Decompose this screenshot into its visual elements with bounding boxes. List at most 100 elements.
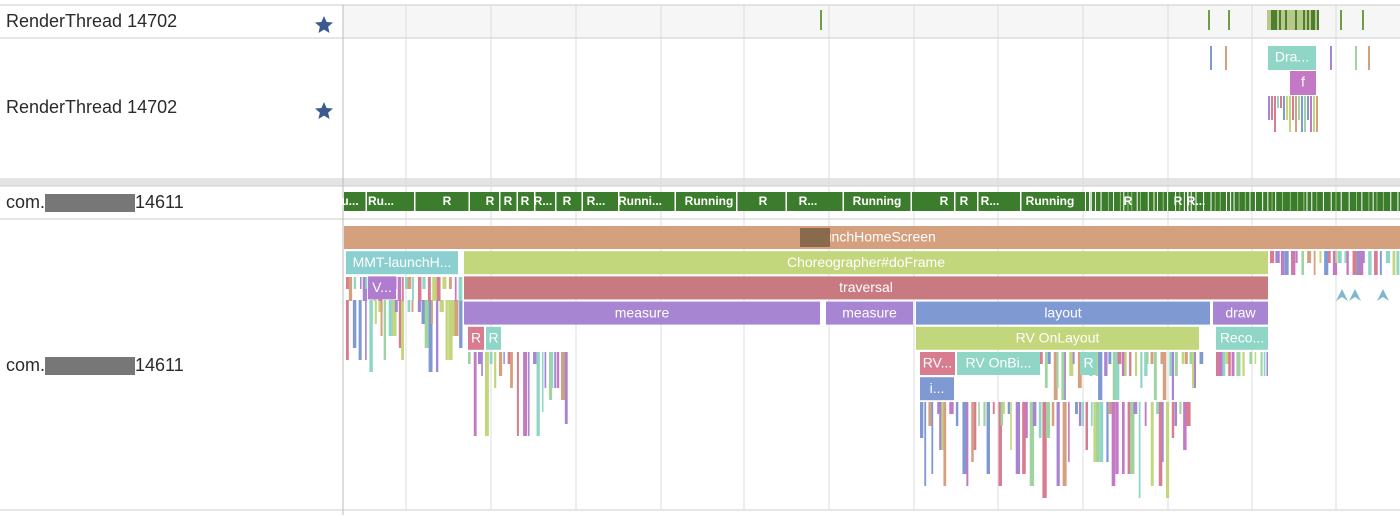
thin-slice: [1002, 402, 1005, 414]
thin-slice: [1310, 96, 1312, 132]
thin-slice: [561, 352, 566, 400]
thin-slice: [1133, 402, 1138, 414]
thin-slice: [1061, 352, 1065, 400]
thin-slice: [451, 300, 456, 336]
state-tick: [1195, 192, 1197, 211]
state-gap: [910, 192, 912, 211]
thin-slice: [365, 300, 367, 360]
state-gap: [1089, 192, 1091, 211]
thin-slice: [1042, 402, 1047, 498]
thread-state: R: [486, 194, 495, 208]
thin-slice: [431, 300, 433, 324]
state-tick: [1306, 192, 1308, 211]
thin-slice: [1082, 402, 1085, 426]
thin-slice: [1047, 352, 1051, 364]
state-tick: [1090, 192, 1092, 211]
state-gap: [365, 192, 367, 211]
state-tick: [1283, 10, 1285, 30]
state-tick: [1303, 192, 1305, 211]
state-gap: [516, 192, 518, 211]
flow-arrow: [1349, 289, 1361, 301]
thin-slice: [484, 352, 489, 436]
slice: [346, 251, 458, 275]
thin-slice: [1242, 352, 1245, 376]
state-tick: [1362, 10, 1364, 30]
thin-slice: [1062, 402, 1067, 486]
thin-slice: [421, 300, 426, 324]
thin-slice: [1307, 96, 1309, 120]
state-tick: [1262, 192, 1264, 211]
thin-slice: [1374, 251, 1378, 275]
state-tick: [1123, 192, 1125, 211]
slice-label: i...: [930, 380, 945, 396]
state-gap: [618, 192, 620, 211]
slice: [957, 352, 1040, 375]
thin-slice: [1352, 251, 1357, 275]
thin-slice: [360, 277, 362, 289]
thin-slice: [1108, 352, 1112, 364]
thin-slice: [962, 402, 967, 474]
thin-slice: [498, 352, 503, 376]
pin-star[interactable]: [315, 102, 333, 119]
thin-slice: [1379, 251, 1382, 275]
state-tick: [1335, 192, 1337, 211]
thin-slice: [454, 300, 459, 336]
pin-star[interactable]: [315, 16, 333, 33]
state-tick: [1100, 192, 1102, 211]
thread-state: Running: [853, 194, 902, 208]
thin-slice: [477, 352, 483, 364]
thin-slice: [1056, 402, 1060, 486]
thin-slice: [1361, 251, 1365, 263]
slice-label: draw: [1225, 304, 1256, 320]
thin-slice: [1284, 251, 1289, 275]
state-tick: [1162, 192, 1164, 211]
thin-slice: [1144, 352, 1148, 376]
state-gap: [785, 192, 787, 211]
state-tick: [1269, 10, 1271, 30]
state-tick: [1368, 192, 1370, 211]
state-tick: [1293, 10, 1295, 30]
thin-slice: [383, 300, 387, 360]
thin-slice: [352, 300, 357, 348]
thin-slice: [481, 352, 483, 376]
thin-slice: [551, 352, 554, 388]
track-label: com.: [6, 192, 45, 212]
state-tick: [1225, 192, 1227, 211]
state-tick: [1238, 192, 1240, 211]
thin-slice: [402, 277, 404, 301]
thin-slice: [1194, 352, 1196, 388]
thin-slice: [1068, 402, 1070, 462]
thin-slice: [353, 277, 357, 289]
state-tick: [1277, 10, 1279, 30]
state-tick: [1281, 10, 1283, 30]
slice-label: RV...: [923, 355, 953, 371]
thin-slice: [1124, 352, 1127, 376]
state-tick: [1275, 10, 1277, 30]
state-tick: [1210, 192, 1212, 211]
state-tick: [1254, 192, 1256, 211]
slice-label: RV OnBi...: [966, 355, 1032, 371]
state-tick: [1376, 192, 1378, 211]
state-tick: [1203, 192, 1205, 211]
thin-slice: [1174, 402, 1178, 426]
state-tick: [1289, 192, 1291, 211]
thin-slice: [1186, 402, 1191, 426]
thin-slice: [459, 300, 463, 348]
thread-state: R: [1174, 194, 1183, 208]
state-tick: [1219, 192, 1221, 211]
thin-slice: [1140, 352, 1143, 388]
state-tick: [1297, 192, 1299, 211]
thin-slice: [1169, 352, 1173, 376]
thread-state: R: [521, 194, 530, 208]
thin-slice: [1290, 251, 1296, 275]
thin-slice: [1254, 352, 1257, 364]
thin-slice: [1260, 352, 1263, 376]
thin-slice: [949, 402, 954, 414]
state-tick: [1340, 192, 1342, 211]
thin-slice: [436, 277, 441, 301]
state-tick: [1356, 192, 1358, 211]
state-tick: [1295, 10, 1297, 30]
thread-state: Ru...: [368, 194, 394, 208]
thin-slice: [1077, 352, 1082, 388]
thin-slice: [1129, 352, 1132, 376]
